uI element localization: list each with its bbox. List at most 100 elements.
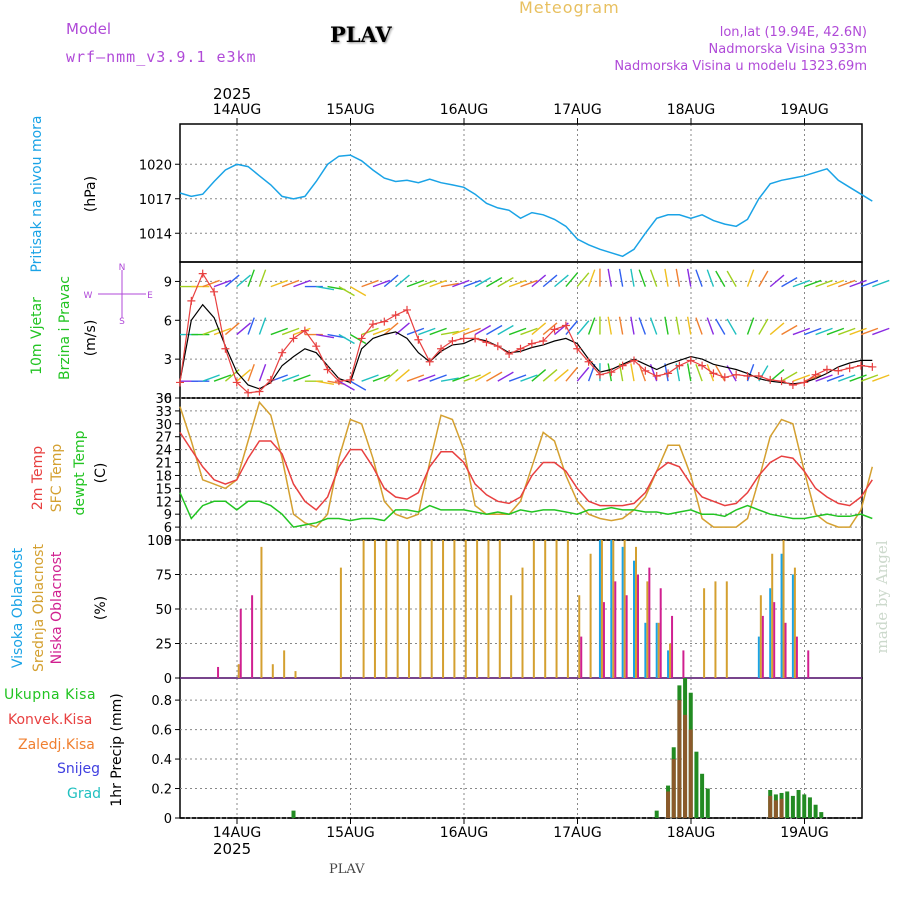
wind-gust-marker xyxy=(437,344,446,353)
wind-gust-marker xyxy=(800,378,809,387)
wind-arrow xyxy=(542,322,558,336)
wind-gust-marker xyxy=(550,325,559,334)
pressure-panel xyxy=(179,123,863,263)
wind-gust-marker xyxy=(868,362,877,371)
wind-gust-marker xyxy=(834,366,843,375)
wind-gust-marker xyxy=(448,337,457,346)
wind-arrow xyxy=(769,274,785,288)
wind-arrow xyxy=(463,327,481,336)
wind-arrow xyxy=(607,268,612,287)
wind-arrow xyxy=(746,364,755,382)
wind-arrow xyxy=(872,279,890,288)
precip-bar xyxy=(654,810,659,818)
wind-arrow xyxy=(758,318,769,335)
wind-arrow xyxy=(361,374,379,382)
wind-gust-marker xyxy=(198,269,207,278)
wind-arrow xyxy=(474,371,492,382)
wind-arrow xyxy=(372,327,391,336)
wind-arrow xyxy=(440,330,459,336)
wind-arrow xyxy=(224,322,240,336)
wind-arrow xyxy=(361,279,379,288)
wind-gust-marker xyxy=(516,344,525,353)
y-tick-label: 75 xyxy=(155,569,172,584)
wind-arrow xyxy=(213,279,232,288)
wind-arrow xyxy=(383,369,399,382)
station-title: PLAV xyxy=(330,22,392,47)
wind-gust-marker xyxy=(210,287,219,296)
wind-arrow xyxy=(452,374,470,382)
model-altitude-text: Nadmorska Visina u modelu 1323.69m xyxy=(614,59,867,74)
wind-arrow xyxy=(338,380,355,391)
wind-arrow xyxy=(531,369,547,382)
wind-arrow xyxy=(418,279,436,288)
wind-arrow xyxy=(474,324,492,336)
wind-arrow xyxy=(860,374,879,382)
wind-gust-marker xyxy=(471,334,480,343)
wind-gust-marker xyxy=(527,339,536,348)
wind-arrow xyxy=(860,279,879,288)
y-tick-label: 36 xyxy=(155,392,172,407)
wind-arrow xyxy=(383,274,399,288)
wind-arrow xyxy=(554,369,569,382)
date-label-top: 17AUG xyxy=(553,102,602,118)
y-tick-label: 1017 xyxy=(139,193,172,208)
wind-gust-marker xyxy=(698,361,707,370)
wind-arrow xyxy=(849,327,867,336)
meteogram-title: Meteogram xyxy=(519,0,620,17)
wind-arrow xyxy=(542,274,558,288)
date-label-bottom: 14AUG xyxy=(213,825,262,841)
wind-arrow xyxy=(520,279,538,288)
wind-gust-marker xyxy=(334,377,343,386)
precip-bar xyxy=(705,788,710,818)
wind-arrow xyxy=(587,269,596,287)
wind-arrow xyxy=(406,279,425,288)
wind-arrow xyxy=(213,374,232,382)
wind-arrow xyxy=(429,374,447,382)
precip-bar xyxy=(666,791,671,818)
wind-arrow xyxy=(520,327,538,336)
wind-arrow xyxy=(706,317,715,335)
wind-arrow xyxy=(638,364,647,382)
y-tick-label: 6 xyxy=(164,314,172,329)
date-label-bottom: 17AUG xyxy=(553,825,602,841)
wind-gust-marker xyxy=(323,365,332,374)
y-tick-label: 12 xyxy=(155,495,172,510)
compass-w: W xyxy=(84,291,93,301)
wind-arrow xyxy=(576,366,590,382)
precip-bar xyxy=(807,797,812,818)
wind-arrow xyxy=(695,364,703,382)
precip-bar xyxy=(694,751,699,818)
wind-gust-marker xyxy=(391,311,400,320)
wind-arrow xyxy=(565,366,579,382)
wind-arrow xyxy=(872,374,890,382)
wind-arrow xyxy=(565,320,579,335)
wind-arrow xyxy=(508,279,527,288)
wind-arrow xyxy=(338,333,355,345)
y-tick-label: 24 xyxy=(155,444,172,459)
wind-arrow xyxy=(418,374,436,382)
wind-arrow xyxy=(452,327,470,336)
wind-arrow xyxy=(316,380,335,385)
wind-arrow xyxy=(418,327,436,336)
wind-gust-marker xyxy=(595,370,604,379)
wind-arrow xyxy=(281,327,300,336)
wind-arrow xyxy=(497,277,514,288)
wind-gust-marker xyxy=(857,361,865,370)
wind-arrow xyxy=(815,374,833,382)
wind-gust-marker xyxy=(811,370,820,379)
wind-arrow xyxy=(497,324,514,336)
wind-gust-marker xyxy=(312,342,321,351)
wind-gust-marker xyxy=(414,335,423,344)
wind-arrow xyxy=(508,374,527,382)
wind-arrow xyxy=(395,369,410,382)
precip-label-snow: Snijeg xyxy=(57,761,101,777)
altitude-text: Nadmorska Visina 933m xyxy=(708,42,868,57)
wind-arrow xyxy=(804,279,822,288)
wind-arrow xyxy=(349,333,367,345)
wind-arrow xyxy=(258,269,267,287)
wind-gust-marker xyxy=(732,370,741,379)
wind-gust-marker xyxy=(187,296,196,305)
wind-arrow xyxy=(508,327,527,336)
year-top: 2025 xyxy=(213,85,252,103)
